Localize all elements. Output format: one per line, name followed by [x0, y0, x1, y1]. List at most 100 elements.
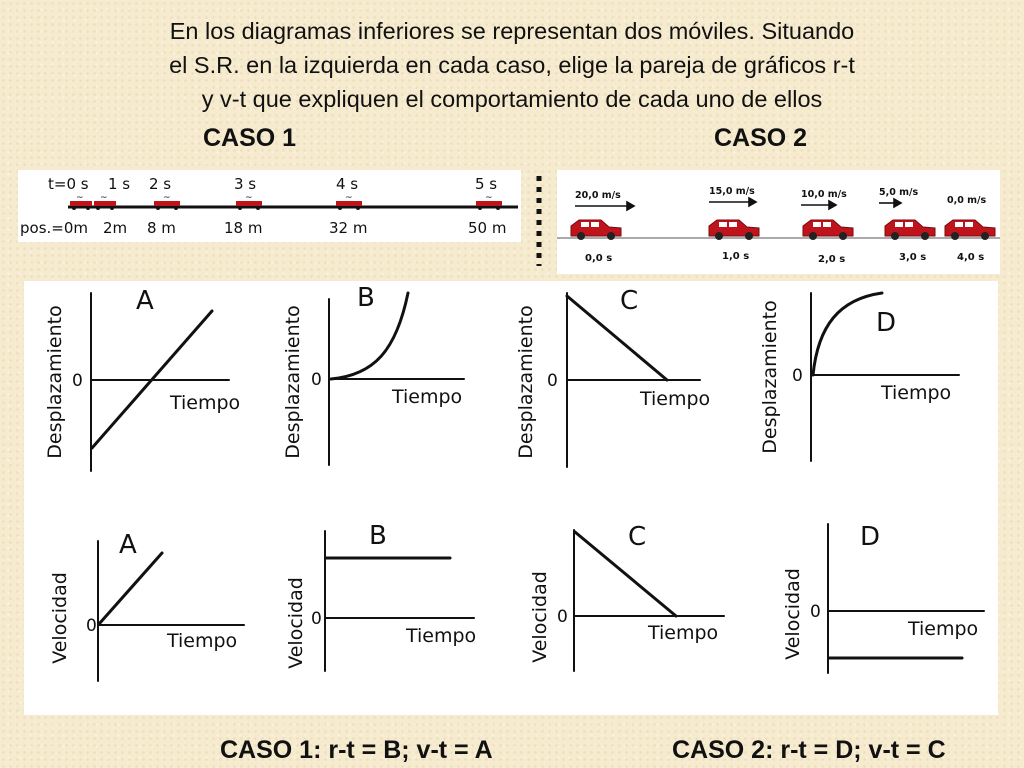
- case-2-heading: CASO 2: [714, 124, 808, 152]
- case-1-time-label: 2 s: [149, 175, 171, 193]
- case-1-time-label: 4 s: [336, 175, 358, 193]
- case-1-time-label: 1 s: [108, 175, 130, 193]
- car-icon: [884, 219, 936, 240]
- case-2-time-label: 3,0 s: [899, 252, 926, 263]
- case-1-motion-svg: ~ ~ ~ ~ ~ ~ t=0 s 1 s 2 s 3 s 4 s 5 s po…: [20, 175, 518, 237]
- case-2-speed-label: 15,0 m/s: [709, 186, 755, 197]
- case-1-car-icon: ~: [94, 193, 116, 210]
- case-2-time-label: 1,0 s: [722, 251, 749, 262]
- problem-statement: En los diagramas inferiores se represent…: [60, 14, 964, 116]
- rt-a-time-label: Tiempo: [169, 392, 240, 414]
- case-1-heading: CASO 1: [203, 124, 297, 152]
- case-1-answer: CASO 1: r-t = B; v-t = A: [220, 736, 493, 764]
- case-2-time-label: 0,0 s: [585, 253, 612, 264]
- svg-text:~: ~: [100, 193, 108, 203]
- graph-options-panel: A B C D A B C D 0 0 0 0 0 0 0 0 Tiempo T…: [24, 281, 998, 715]
- svg-text:~: ~: [76, 193, 84, 203]
- statement-line-3: y v-t que expliquen el comportamiento de…: [201, 86, 823, 112]
- case-1-time-label: 5 s: [475, 175, 497, 193]
- case-1-car-icon: ~: [236, 193, 262, 210]
- rt-graph-a: [90, 292, 230, 472]
- vt-graph-a: [97, 540, 245, 682]
- rt-d-displacement-label: Desplazamiento: [759, 300, 781, 453]
- rt-graph-c: [565, 292, 701, 468]
- rt-a-zero-label: 0: [72, 371, 83, 391]
- case-1-car-icon: ~: [70, 193, 92, 210]
- statement-line-2: el S.R. en la izquierda en cada caso, el…: [169, 52, 855, 78]
- vt-b-zero-label: 0: [311, 609, 322, 629]
- case-2-speed-label: 20,0 m/s: [575, 190, 621, 201]
- rt-b-time-label: Tiempo: [391, 386, 462, 408]
- case-1-car-icon: ~: [154, 193, 180, 210]
- case-2-answer: CASO 2: r-t = D; v-t = C: [672, 736, 946, 764]
- car-icon: [944, 219, 996, 240]
- case-1-position-label: 32 m: [329, 219, 367, 237]
- vt-b-time-label: Tiempo: [405, 625, 476, 647]
- rt-b-letter: B: [357, 283, 375, 313]
- vt-a-velocity-label: Velocidad: [49, 572, 71, 664]
- vt-a-zero-label: 0: [86, 616, 97, 636]
- graph-options-svg: A B C D A B C D 0 0 0 0 0 0 0 0 Tiempo T…: [44, 283, 985, 682]
- rt-a-letter: A: [136, 286, 154, 316]
- vt-c-velocity-label: Velocidad: [529, 571, 551, 663]
- rt-b-displacement-label: Desplazamiento: [282, 305, 304, 458]
- statement-line-1: En los diagramas inferiores se represent…: [169, 18, 855, 44]
- velocity-arrow-head: [828, 199, 838, 211]
- case-2-speed-label: 5,0 m/s: [879, 187, 919, 198]
- vt-graph-c: [573, 529, 725, 672]
- vt-graph-d: [827, 523, 985, 674]
- vt-d-velocity-label: Velocidad: [782, 568, 804, 660]
- case-2-motion-svg: 20,0 m/s 15,0 m/s 10,0 m/s 5,0 m/s 0,0 m…: [557, 186, 1000, 265]
- vt-c-curve: [573, 530, 678, 618]
- rt-c-displacement-label: Desplazamiento: [515, 305, 537, 458]
- svg-text:~: ~: [485, 193, 493, 203]
- case-1-position-label: pos.=0m: [20, 219, 88, 237]
- rt-d-zero-label: 0: [792, 366, 803, 386]
- case-1-position-label: 2m: [103, 219, 127, 237]
- rt-b-zero-label: 0: [311, 370, 322, 390]
- svg-text:~: ~: [163, 193, 171, 203]
- vt-a-letter: A: [119, 530, 137, 560]
- vt-c-letter: C: [628, 522, 646, 552]
- case-1-time-label: t=0 s: [48, 175, 89, 193]
- rt-graph-b: [328, 291, 465, 466]
- velocity-arrow-head: [893, 197, 903, 209]
- vt-a-curve: [97, 551, 164, 626]
- case-2-time-label: 4,0 s: [957, 252, 984, 263]
- rt-c-zero-label: 0: [547, 371, 558, 391]
- case-2-motion-diagram: 20,0 m/s 15,0 m/s 10,0 m/s 5,0 m/s 0,0 m…: [557, 170, 1000, 274]
- svg-text:~: ~: [245, 193, 253, 203]
- vt-c-zero-label: 0: [557, 607, 568, 627]
- case-1-time-label: 3 s: [234, 175, 256, 193]
- rt-c-time-label: Tiempo: [639, 388, 710, 410]
- car-icon: [708, 219, 760, 240]
- vt-b-letter: B: [369, 521, 387, 551]
- rt-graph-d: [810, 291, 960, 462]
- rt-c-curve: [565, 294, 669, 382]
- case-1-position-label: 8 m: [147, 219, 176, 237]
- car-icon: [802, 219, 854, 240]
- rt-d-letter: D: [876, 308, 896, 338]
- vt-d-letter: D: [860, 522, 880, 552]
- rt-a-displacement-label: Desplazamiento: [44, 305, 66, 458]
- case-2-speed-label: 10,0 m/s: [801, 189, 847, 200]
- rt-c-letter: C: [620, 286, 638, 316]
- case-1-position-label: 50 m: [468, 219, 506, 237]
- rt-d-curve: [811, 291, 884, 377]
- case-2-time-label: 2,0 s: [818, 254, 845, 265]
- vt-b-velocity-label: Velocidad: [285, 577, 307, 669]
- rt-b-curve: [329, 291, 410, 381]
- case-1-position-label: 18 m: [224, 219, 262, 237]
- vt-d-zero-label: 0: [810, 602, 821, 622]
- case-2-speed-label: 0,0 m/s: [947, 195, 987, 206]
- vt-c-time-label: Tiempo: [647, 622, 718, 644]
- case-1-motion-diagram: ~ ~ ~ ~ ~ ~ t=0 s 1 s 2 s 3 s 4 s 5 s po…: [18, 170, 521, 242]
- vt-graph-b: [324, 530, 475, 672]
- velocity-arrow-head: [626, 200, 636, 212]
- svg-text:~: ~: [345, 193, 353, 203]
- case-divider: [536, 176, 542, 266]
- rt-d-time-label: Tiempo: [880, 382, 951, 404]
- vt-d-time-label: Tiempo: [907, 618, 978, 640]
- car-icon: [570, 219, 622, 240]
- case-1-car-icon: ~: [336, 193, 362, 210]
